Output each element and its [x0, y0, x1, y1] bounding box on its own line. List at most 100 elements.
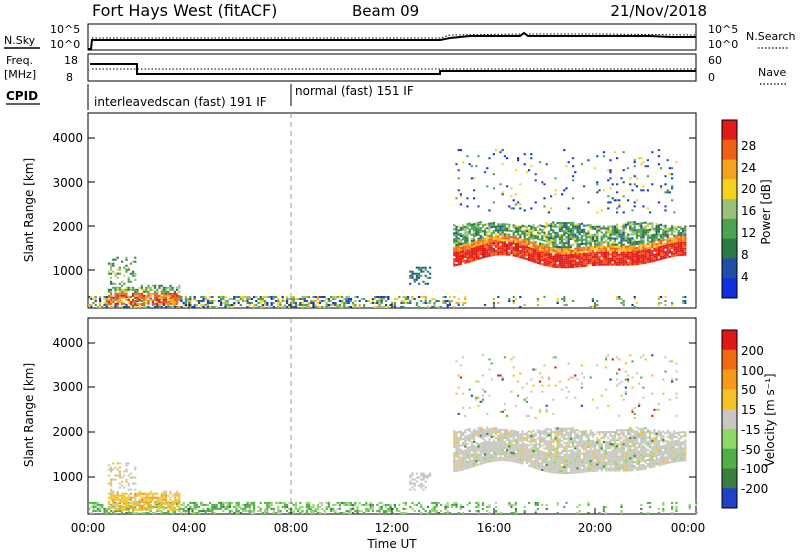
afternoon-band-cell — [671, 227, 674, 230]
morning-echo-cell — [140, 286, 143, 289]
afternoon-band-cell — [655, 253, 658, 256]
afternoon-band-cell — [499, 229, 502, 232]
noon-echo-cell — [420, 484, 423, 487]
ground-scatter-cell — [341, 306, 344, 309]
ground-scatter-cell — [200, 501, 203, 504]
afternoon-band-cell — [530, 465, 533, 468]
morning-echo-cell — [114, 466, 117, 469]
afternoon-band-cell — [567, 242, 570, 245]
afternoon-band-cell — [578, 259, 581, 262]
afternoon-band-cell — [655, 259, 658, 262]
morning-echo-cell — [138, 296, 141, 299]
afternoon-band-cell — [677, 252, 680, 255]
afternoon-band-cell — [486, 444, 489, 447]
afternoon-band-cell — [580, 253, 583, 256]
afternoon-band-cell — [558, 224, 561, 227]
afternoon-band-cell — [477, 237, 480, 240]
morning-echo-cell — [151, 288, 154, 291]
afternoon-band-cell — [558, 226, 561, 229]
afternoon-band-cell — [554, 467, 557, 470]
afternoon-band-cell — [477, 453, 480, 456]
ground-scatter-cell — [363, 304, 366, 307]
afternoon-band-cell — [534, 245, 537, 248]
morning-echo-cell — [143, 502, 146, 505]
ground-scatter-cell — [616, 296, 619, 299]
ground-scatter-cell — [323, 296, 326, 299]
afternoon-band-cell — [631, 255, 634, 258]
afternoon-band-cell — [580, 265, 583, 268]
afternoon-band-cell — [473, 239, 476, 242]
ground-scatter-cell — [189, 296, 192, 299]
afternoon-band-cell — [646, 241, 649, 244]
ground-scatter-cell — [145, 306, 148, 309]
ground-scatter-cell — [316, 306, 319, 309]
afternoon-band-cell — [508, 453, 511, 456]
afternoon-band-cell — [541, 462, 544, 465]
sparse-echo-cell — [598, 189, 601, 192]
sparse-echo-cell — [532, 384, 535, 387]
noon-echo-cell — [411, 272, 414, 275]
afternoon-band-cell — [455, 246, 458, 249]
ground-scatter-cell — [209, 302, 212, 305]
ground-scatter-cell — [334, 296, 337, 299]
morning-echo-cell — [127, 268, 130, 271]
afternoon-band-cell — [492, 239, 495, 242]
afternoon-band-cell — [506, 459, 509, 462]
afternoon-band-cell — [649, 250, 652, 253]
ground-scatter-cell — [235, 503, 238, 506]
afternoon-band-cell — [528, 242, 531, 245]
ground-scatter-cell — [140, 304, 143, 307]
morning-echo-cell — [116, 468, 119, 471]
ground-scatter-cell — [312, 505, 315, 508]
ground-scatter-cell — [226, 507, 229, 510]
afternoon-band-cell — [499, 227, 502, 230]
afternoon-band-cell — [682, 235, 685, 238]
morning-echo-cell — [121, 280, 124, 283]
afternoon-band-cell — [627, 245, 630, 248]
morning-echo-cell — [165, 506, 168, 509]
afternoon-band-cell — [457, 241, 460, 244]
ground-scatter-cell — [391, 304, 394, 307]
afternoon-band-cell — [655, 233, 658, 236]
afternoon-band-cell — [580, 237, 583, 240]
afternoon-band-cell — [539, 232, 542, 235]
afternoon-band-cell — [539, 262, 542, 265]
afternoon-band-cell — [600, 241, 603, 244]
sparse-echo-cell — [664, 191, 667, 194]
afternoon-band-cell — [530, 463, 533, 466]
afternoon-band-cell — [616, 235, 619, 238]
afternoon-band-cell — [578, 245, 581, 248]
afternoon-band-cell — [574, 235, 577, 238]
afternoon-band-cell — [567, 433, 570, 436]
ground-scatter-cell — [283, 507, 286, 510]
afternoon-band-cell — [512, 444, 515, 447]
afternoon-band-cell — [600, 255, 603, 258]
morning-echo-cell — [125, 480, 128, 483]
afternoon-band-cell — [657, 254, 660, 257]
afternoon-band-cell — [481, 250, 484, 253]
afternoon-band-cell — [486, 243, 489, 246]
afternoon-band-cell — [503, 235, 506, 238]
ground-scatter-cell — [272, 512, 275, 515]
ground-scatter-cell — [103, 302, 106, 305]
afternoon-band-cell — [574, 465, 577, 468]
ground-scatter-cell — [171, 304, 174, 307]
morning-echo-cell — [116, 272, 119, 275]
afternoon-band-cell — [642, 238, 645, 241]
ground-scatter-cell — [393, 503, 396, 506]
afternoon-band-cell — [583, 466, 586, 469]
sparse-echo-cell — [640, 163, 643, 166]
power-cbar-tick-20: 20 — [741, 182, 756, 196]
afternoon-band-cell — [583, 258, 586, 261]
afternoon-band-cell — [547, 428, 550, 431]
morning-echo-cell — [127, 288, 130, 291]
afternoon-band-cell — [484, 233, 487, 236]
afternoon-band-cell — [495, 443, 498, 446]
afternoon-band-cell — [675, 236, 678, 239]
afternoon-band-cell — [479, 432, 482, 435]
ground-scatter-cell — [233, 304, 236, 307]
afternoon-band-cell — [453, 254, 456, 257]
morning-echo-cell — [173, 290, 176, 293]
afternoon-band-cell — [576, 243, 579, 246]
ground-scatter-cell — [136, 304, 139, 307]
